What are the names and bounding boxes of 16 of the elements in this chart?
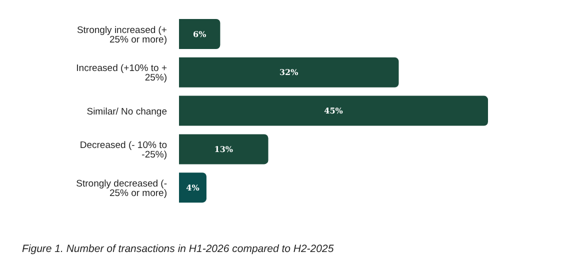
bar [179, 19, 220, 49]
caption: Figure 1. Number of transactions in H1-2026 compared to H2-2025 [21, 243, 335, 255]
bar [179, 134, 268, 164]
y-tick-label: Strongly increased (+ 25% or more) [76, 24, 168, 46]
bar [179, 172, 206, 203]
bar [179, 96, 488, 126]
data-label: 4% [186, 182, 200, 192]
y-tick-label: Decreased (- 10% to -25%) [80, 140, 167, 161]
data-label: 32% [280, 67, 299, 78]
data-label: 45% [324, 106, 344, 116]
y-tick-label: Increased (+10% to + 25%) [76, 63, 168, 84]
y-tick-label: Strongly decreased (- 25% or more) [76, 178, 167, 199]
data-label: 13% [214, 144, 234, 154]
bar [179, 57, 399, 88]
y-tick-label: Similar/ No change [86, 106, 167, 118]
data-label: 6% [193, 28, 207, 39]
